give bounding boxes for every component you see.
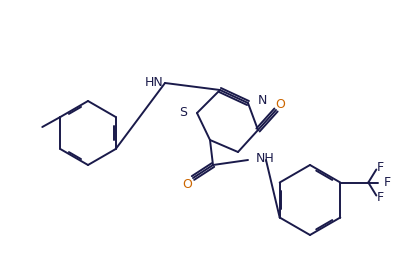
Text: O: O xyxy=(182,178,192,191)
Text: F: F xyxy=(377,191,384,204)
Text: N: N xyxy=(258,93,267,106)
Text: HN: HN xyxy=(144,76,163,88)
Text: NH: NH xyxy=(256,152,275,164)
Text: F: F xyxy=(383,176,391,189)
Text: O: O xyxy=(275,97,285,111)
Text: F: F xyxy=(377,161,384,174)
Text: S: S xyxy=(179,106,187,120)
